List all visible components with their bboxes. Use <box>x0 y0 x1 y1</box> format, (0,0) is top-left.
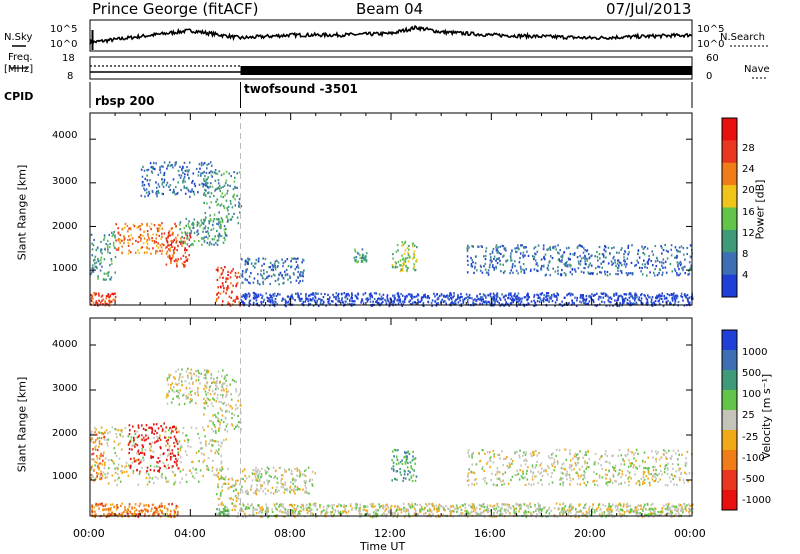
power-ytick-3000: 3000 <box>52 176 78 187</box>
power-region-8 <box>240 257 305 286</box>
freq-label: Freq. <box>8 52 33 63</box>
velocity-colorbar-swatch-8 <box>722 490 737 511</box>
nsearch-scale-top: 10^5 <box>697 24 725 35</box>
velocity-region-0 <box>90 426 229 487</box>
station-title: Prince George (fitACF) <box>92 0 259 18</box>
velocity-colorbar-swatch-5 <box>722 430 737 451</box>
power-region-7 <box>215 266 241 307</box>
power-colorbar-swatch-5 <box>722 162 737 186</box>
xtick-0000: 00:00 <box>73 527 105 540</box>
power-tick-20: 20 <box>742 185 755 196</box>
beam-title: Beam 04 <box>356 0 424 18</box>
nsearch-scale-bottom: 10^0 <box>697 39 725 50</box>
power-region-10 <box>353 248 368 264</box>
nave-top: 60 <box>706 53 719 64</box>
power-colorbar-swatch-6 <box>722 140 737 164</box>
xtick-0800: 08:00 <box>274 527 306 540</box>
velocity-tick-neg500: -500 <box>742 474 765 485</box>
velocity-region-2 <box>90 431 107 481</box>
velocity-tick-neg1000: -1000 <box>742 495 772 506</box>
power-tick-24: 24 <box>742 164 755 175</box>
velocity-tick-1000: 1000 <box>742 347 768 358</box>
power-ytick-4000: 4000 <box>52 130 78 141</box>
velocity-region-3 <box>165 367 228 406</box>
cpid-label: CPID <box>4 90 34 103</box>
velocity-region-8 <box>240 466 317 496</box>
velocity-ytick-3000: 3000 <box>52 383 78 394</box>
velocity-tick-25: 25 <box>742 410 755 421</box>
velocity-tick-neg100: -100 <box>742 453 765 464</box>
power-colorbar-swatch-0 <box>722 274 737 298</box>
velocity-colorbar-swatch-3 <box>722 390 737 411</box>
nsky-label: N.Sky <box>4 32 33 43</box>
velocity-colorbar-swatch-0 <box>722 330 737 351</box>
xtick-1200: 12:00 <box>374 527 406 540</box>
velocity-region-10 <box>391 448 418 483</box>
xtick-2000: 20:00 <box>574 527 606 540</box>
power-ytick-1000: 1000 <box>52 263 78 274</box>
velocity-colorbar-swatch-1 <box>722 350 737 371</box>
xtick-0400: 04:00 <box>174 527 206 540</box>
power-colorbar-swatch-7 <box>722 118 737 141</box>
velocity-colorbar-swatch-6 <box>722 450 737 471</box>
power-tick-16: 16 <box>742 207 755 218</box>
power-region-11 <box>391 240 418 273</box>
power-region-1 <box>115 222 179 255</box>
power-colorbar-swatch-4 <box>722 185 737 208</box>
power-region-3 <box>178 217 229 247</box>
nsearch-label: N.Search <box>720 32 766 43</box>
power-region-9 <box>240 291 694 308</box>
power-tick-12: 12 <box>742 228 755 239</box>
power-colorbar-frame <box>721 117 738 298</box>
power-colorbar-swatch-3 <box>722 207 737 231</box>
power-region-0 <box>90 230 117 281</box>
power-tick-28: 28 <box>742 143 755 154</box>
nave-bottom: 0 <box>706 71 713 82</box>
velocity-colorbar-swatch-7 <box>722 470 737 491</box>
freq-nave-band-late <box>240 66 692 75</box>
power-ylabel: Slant Range [km] <box>15 164 29 261</box>
velocity-panel-bg <box>90 318 692 516</box>
velocity-region-6 <box>215 475 242 518</box>
xtick-2400: 00:00 <box>674 527 706 540</box>
freq-top: 18 <box>62 53 75 64</box>
velocity-ylabel: Slant Range [km] <box>15 376 29 473</box>
cpid-twofsound: twofsound -3501 <box>244 82 358 96</box>
velocity-tick-500: 500 <box>742 368 762 379</box>
nave-label: Nave <box>744 64 770 75</box>
nsky-scale-top: 10^5 <box>50 24 78 35</box>
velocity-tick-100: 100 <box>742 389 762 400</box>
velocity-tick-neg25: -25 <box>742 432 759 443</box>
freq-unit-label: [MHz] <box>4 64 34 75</box>
velocity-ytick-1000: 1000 <box>52 471 78 482</box>
xtick-1600: 16:00 <box>474 527 506 540</box>
power-region-4 <box>140 161 217 198</box>
freq-bottom: 8 <box>67 71 74 82</box>
cpid-rbsp: rbsp 200 <box>95 94 155 108</box>
velocity-region-11 <box>466 448 694 487</box>
power-ytick-2000: 2000 <box>52 221 78 232</box>
power-colorbar-swatch-2 <box>722 229 737 253</box>
nsky-scale-bottom: 10^0 <box>50 39 78 50</box>
xlabel: Time UT <box>360 540 406 553</box>
velocity-colorbar-swatch-4 <box>722 410 737 431</box>
power-panel-bg <box>90 113 692 305</box>
power-colorbar-label: Power [dB] <box>753 179 767 240</box>
power-region-5 <box>203 170 243 225</box>
velocity-region-1 <box>127 422 180 473</box>
velocity-colorbar-label: Velocity [m s⁻¹] <box>760 373 774 460</box>
velocity-colorbar-frame <box>721 329 738 511</box>
power-region-2 <box>165 231 192 268</box>
velocity-ytick-2000: 2000 <box>52 428 78 439</box>
velocity-colorbar-swatch-2 <box>722 370 737 391</box>
power-region-12 <box>466 243 693 277</box>
velocity-ytick-4000: 4000 <box>52 339 78 350</box>
power-tick-8: 8 <box>742 249 749 260</box>
nsky-line <box>89 24 693 45</box>
power-colorbar-swatch-1 <box>722 252 737 276</box>
power-tick-4: 4 <box>742 270 749 281</box>
date-title: 07/Jul/2013 <box>606 0 692 18</box>
